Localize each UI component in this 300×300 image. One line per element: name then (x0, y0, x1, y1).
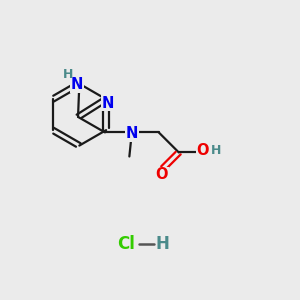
Text: Cl: Cl (118, 235, 135, 253)
Text: H: H (211, 145, 221, 158)
Text: O: O (197, 143, 209, 158)
Text: N: N (126, 126, 138, 141)
Text: H: H (63, 68, 73, 81)
Text: N: N (71, 77, 83, 92)
Text: N: N (102, 96, 114, 111)
Text: O: O (156, 167, 168, 182)
Text: H: H (155, 235, 169, 253)
